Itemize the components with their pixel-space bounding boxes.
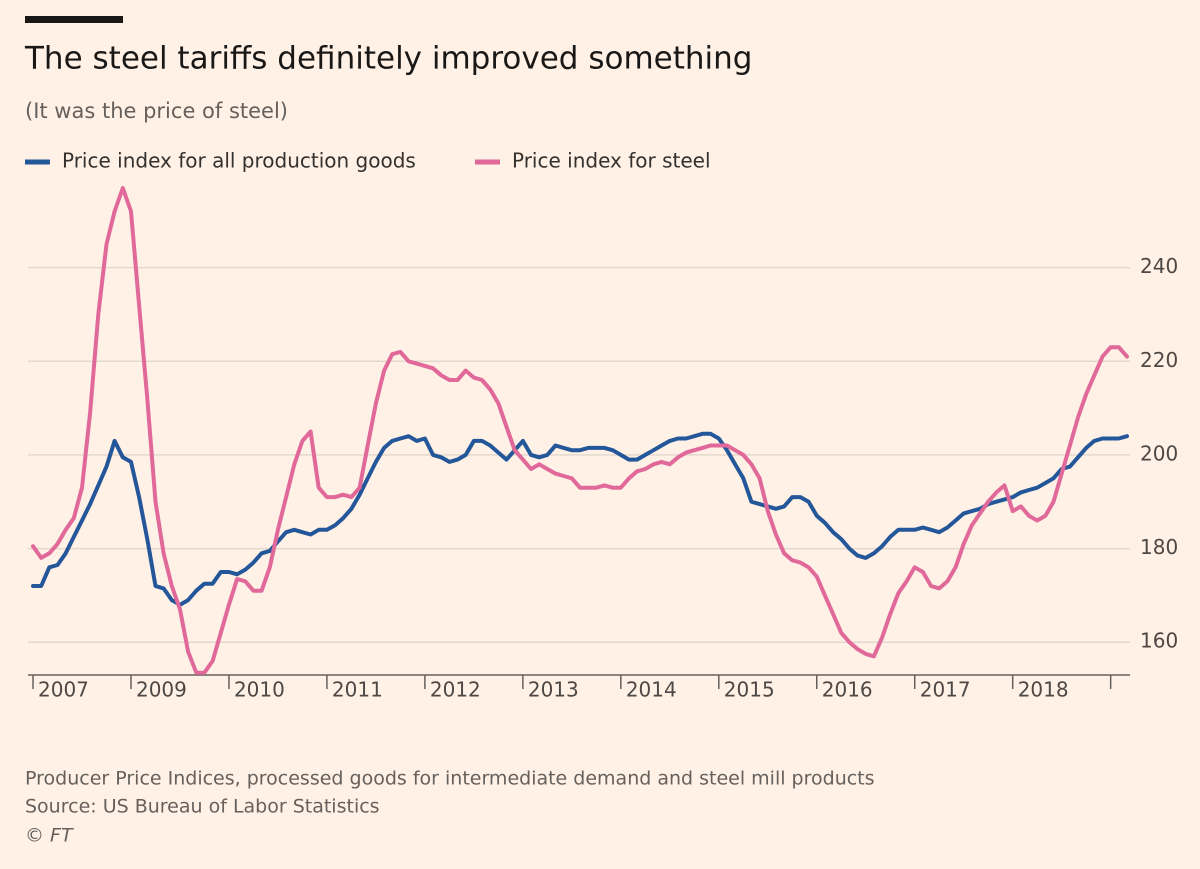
x-tick-label: 2017 [920,678,971,702]
x-tick-label: 2007 [38,678,89,702]
legend-label: Price index for steel [512,149,711,173]
legend-label: Price index for all production goods [62,149,416,173]
x-tick-label: 2014 [626,678,677,702]
credit: © FT [25,825,74,847]
source: Source: US Bureau of Labor Statistics [25,796,380,818]
chart-subtitle: (It was the price of steel) [25,99,288,123]
x-tick-label: 2010 [234,678,285,702]
x-tick-label: 2015 [724,678,775,702]
series-line [31,431,1129,607]
x-tick-label: 2013 [528,678,579,702]
chart-title: The steel tariffs definitely improved so… [24,41,752,77]
y-tick-label: 220 [1140,348,1178,372]
y-tick-label: 240 [1140,254,1178,278]
series-line [31,186,1129,675]
y-tick-label: 180 [1140,535,1178,559]
y-tick-label: 200 [1140,441,1178,465]
x-tick-label: 2009 [136,678,187,702]
x-tick-label: 2018 [1018,678,1069,702]
footnote: Producer Price Indices, processed goods … [25,768,875,790]
x-tick-label: 2011 [332,678,383,702]
x-tick-label: 2012 [430,678,481,702]
y-tick-label: 160 [1140,629,1178,653]
x-tick-label: 2016 [822,678,873,702]
header-bar [25,16,123,23]
